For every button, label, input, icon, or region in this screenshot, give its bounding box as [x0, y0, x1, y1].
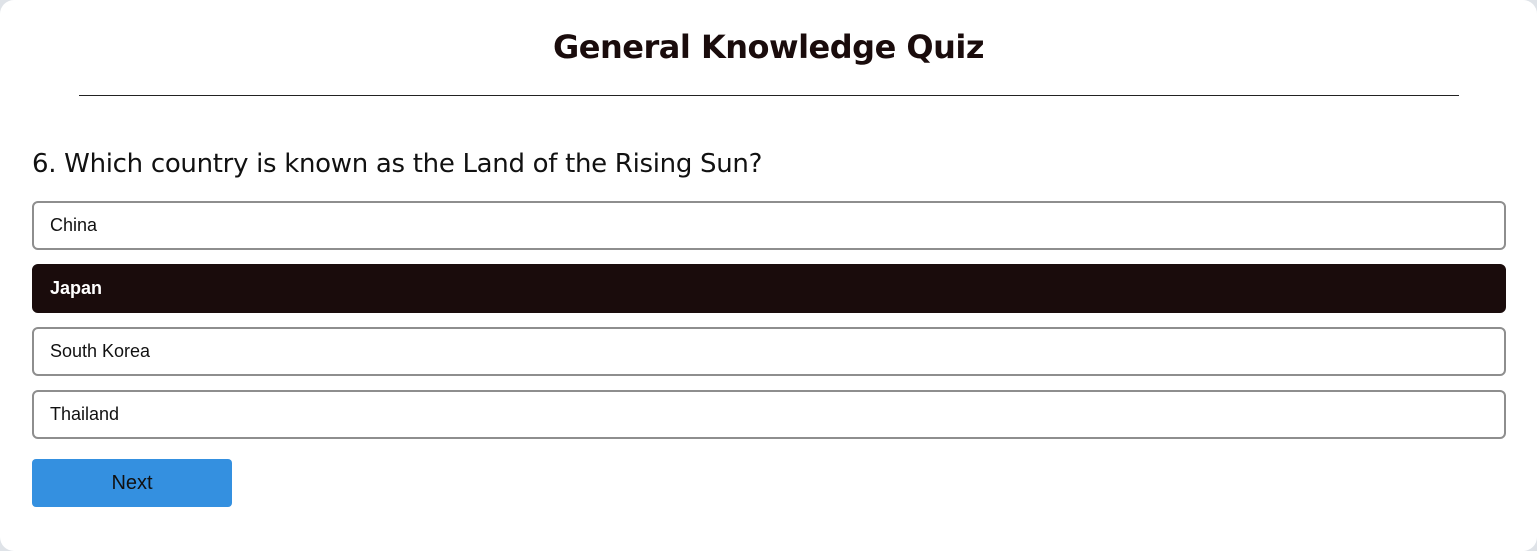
option-thailand[interactable]: Thailand	[32, 390, 1506, 439]
option-china[interactable]: China	[32, 201, 1506, 250]
quiz-title: General Knowledge Quiz	[553, 28, 984, 66]
next-button[interactable]: Next	[32, 459, 232, 507]
options-list: China Japan South Korea Thailand	[32, 201, 1506, 439]
option-japan[interactable]: Japan	[32, 264, 1506, 313]
option-south-korea[interactable]: South Korea	[32, 327, 1506, 376]
question-text: 6. Which country is known as the Land of…	[32, 149, 763, 179]
title-divider	[79, 95, 1459, 96]
